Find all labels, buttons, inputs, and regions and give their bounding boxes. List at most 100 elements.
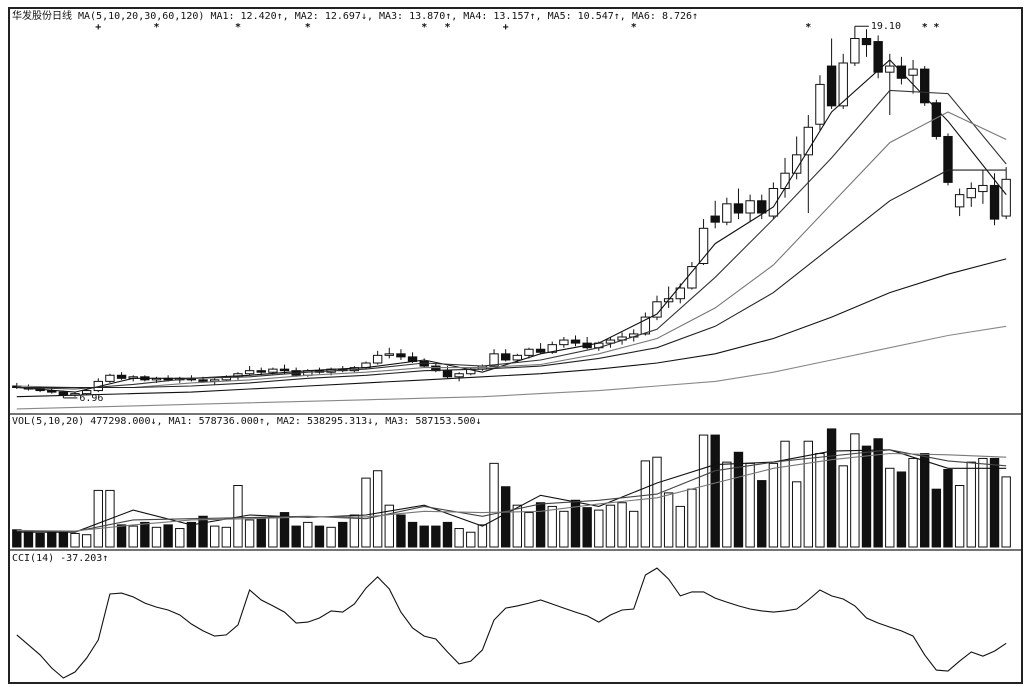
volume-bar (791, 481, 802, 548)
volume-bar (920, 453, 930, 548)
volume-bar (535, 502, 546, 548)
volume-bar (466, 531, 476, 548)
volume-bar (81, 534, 92, 548)
candle-body (698, 227, 709, 265)
ma-line (16, 111, 1007, 389)
candle-body (733, 203, 744, 214)
volume-bar (978, 457, 988, 548)
volume-bar (687, 488, 697, 548)
volume-bar (850, 433, 860, 548)
annotation-label: 19.10 (871, 21, 901, 32)
signal-marker: * (933, 22, 939, 33)
signal-marker: * (444, 22, 450, 33)
volume-bar (47, 531, 57, 548)
volume-bar (396, 514, 406, 548)
volume-bar (116, 524, 127, 548)
volume-bar (570, 499, 581, 548)
candle-body (652, 301, 662, 318)
candle-body (722, 203, 732, 223)
volume-bar (873, 438, 883, 548)
signal-marker: + (503, 22, 509, 33)
volume-bar (803, 440, 813, 548)
candle-body (442, 370, 453, 378)
ma-line (16, 89, 1007, 390)
ma-line (16, 325, 1007, 410)
volume-bar (1001, 476, 1011, 548)
candle-body (198, 379, 208, 382)
volume-bar (838, 465, 848, 548)
panel-title: VOL(5,10,20) 477298.000↓, (12, 416, 163, 427)
legend-entry: MA3: 587153.500↓ (385, 416, 481, 427)
candle-body (757, 200, 767, 214)
volume-bar (23, 531, 34, 548)
ma-line (16, 169, 1007, 389)
legend-entry: MA1: 12.420↑, (210, 11, 288, 22)
volume-bar (12, 529, 22, 548)
volume-bar (908, 457, 918, 548)
candle-body (931, 102, 942, 137)
volume-bar (652, 456, 662, 548)
candle-body (570, 339, 581, 344)
volume-bar (780, 440, 790, 548)
signal-marker: * (631, 22, 637, 33)
candle-body (838, 62, 848, 107)
candle-body (396, 353, 406, 358)
candle-body (372, 354, 383, 364)
candle-body (535, 348, 546, 353)
volume-bar (186, 521, 197, 548)
volume-bar (221, 526, 232, 548)
volume-bar (710, 434, 720, 548)
ma-line (16, 258, 1007, 398)
legend-entry: MA3: 13.870↑, (379, 11, 457, 22)
signal-marker: + (95, 22, 101, 33)
candle-body (524, 348, 534, 356)
legend-entry: MA(5,10,20,30,60,120) (78, 11, 204, 22)
candle-body (1001, 178, 1011, 217)
volume-bar (954, 485, 965, 548)
legend-entry: MA1: 578736.000↑, (169, 416, 271, 427)
volume-bar (989, 457, 1000, 548)
volume-bar (372, 470, 383, 548)
volume-bar (861, 445, 872, 548)
volume-bar (524, 512, 534, 548)
legend-entry: MA2: 12.697↓, (295, 11, 373, 22)
volume-bar (140, 521, 150, 548)
candle-body (105, 374, 115, 382)
candle-body (687, 266, 697, 289)
candle-body (675, 287, 685, 300)
legend-entry: MA5: 10.547↑, (548, 11, 626, 22)
volume-bar (419, 525, 429, 548)
volume-bar (431, 525, 441, 548)
legend-entry: MA6: 8.726↑ (632, 11, 698, 22)
volume-bar (198, 515, 208, 548)
signal-marker: * (235, 22, 241, 33)
annotation-label: 6.96 (79, 393, 103, 404)
signal-marker: * (153, 22, 159, 33)
signal-marker: * (421, 22, 427, 33)
volume-bar (279, 512, 290, 548)
candle-body (943, 135, 953, 183)
volume-bar (733, 451, 744, 548)
candle-body (710, 215, 720, 223)
candle-body (512, 354, 523, 361)
volume-bar (326, 526, 336, 548)
volume-bar (629, 510, 639, 548)
candle-body (920, 68, 930, 104)
candle-body (966, 188, 976, 199)
candle-body (873, 41, 883, 73)
volume-bar (698, 434, 709, 548)
candle-body (116, 374, 127, 379)
candle-body (547, 344, 557, 353)
frame (8, 7, 1023, 684)
volume-bar (244, 519, 255, 548)
candle-body (850, 37, 860, 64)
signal-marker: * (805, 22, 811, 33)
signal-marker: * (305, 22, 311, 33)
volume-bar (675, 505, 685, 548)
volume-bar (896, 471, 907, 548)
candle-body (978, 184, 988, 193)
candle-body (908, 68, 918, 76)
candle-body (815, 83, 825, 125)
candle-body (605, 339, 616, 344)
